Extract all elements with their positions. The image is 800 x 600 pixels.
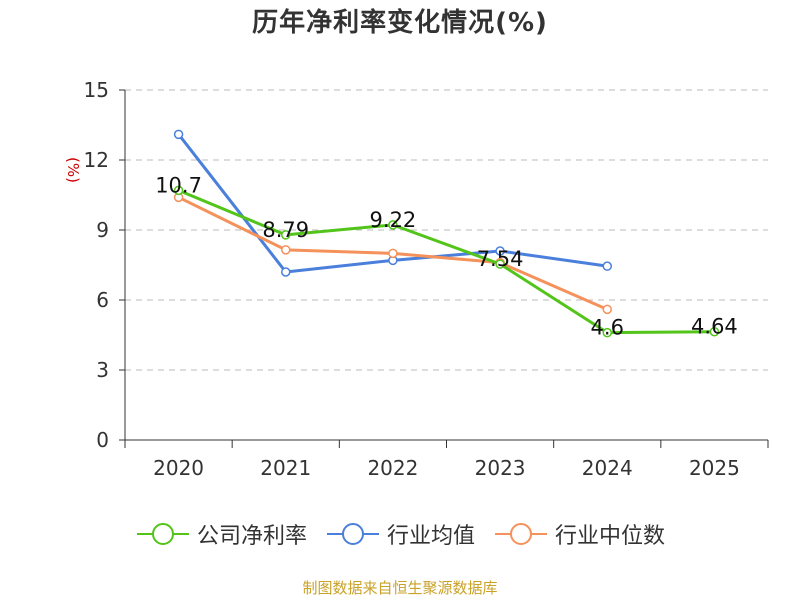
data-label: 4.64 (691, 315, 738, 339)
legend: 公司净利率 行业均值 行业中位数 (0, 518, 800, 550)
legend-line-marker-icon (136, 523, 189, 545)
y-tick-label: 0 (96, 428, 109, 452)
x-tick-label: 2022 (367, 456, 418, 480)
x-tick-label: 2023 (475, 456, 526, 480)
data-point-1 (602, 261, 612, 271)
x-tick-label: 2025 (689, 456, 740, 480)
data-point-0 (173, 185, 184, 196)
legend-line-marker-icon (495, 523, 547, 545)
data-point-0 (388, 220, 398, 230)
data-point-0 (709, 326, 720, 337)
y-tick-label: 3 (96, 358, 109, 382)
x-tick-label: 2024 (582, 456, 633, 480)
x-tick-label: 2020 (153, 456, 204, 480)
data-point-1 (173, 129, 184, 140)
data-label: 7.54 (477, 247, 524, 271)
data-point-0 (495, 259, 505, 269)
data-point-0 (602, 327, 612, 338)
legend-label: 行业中位数 (555, 524, 666, 549)
legend-line-marker-icon (326, 523, 379, 545)
chart-title: 历年净利率变化情况(%) (252, 8, 548, 38)
data-label: 4.6 (591, 316, 624, 340)
data-label: 8.79 (262, 218, 309, 242)
legend-label: 行业均值 (386, 524, 475, 549)
source-note: 制图数据来自恒生聚源数据库 (302, 579, 498, 597)
data-point-2 (281, 245, 291, 255)
y-tick-label: 6 (96, 288, 109, 312)
legend-item[interactable]: 行业均值 (325, 518, 475, 550)
data-label: 10.7 (155, 173, 202, 197)
data-point-2 (388, 248, 398, 259)
legend-label: 公司净利率 (196, 524, 307, 549)
y-tick-label: 12 (84, 148, 109, 172)
legend-item[interactable]: 公司净利率 (135, 518, 307, 550)
data-label: 9.22 (370, 208, 417, 232)
data-point-1 (281, 267, 291, 277)
data-point-0 (281, 230, 291, 240)
data-point-1 (495, 246, 505, 256)
y-axis-label: (%) (64, 157, 82, 183)
legend-item[interactable]: 行业中位数 (493, 518, 665, 550)
x-tick-label: 2021 (260, 456, 311, 480)
y-tick-label: 9 (96, 218, 109, 242)
data-point-2 (602, 304, 612, 315)
series-line-0 (178, 188, 715, 335)
y-tick-label: 15 (84, 78, 109, 102)
